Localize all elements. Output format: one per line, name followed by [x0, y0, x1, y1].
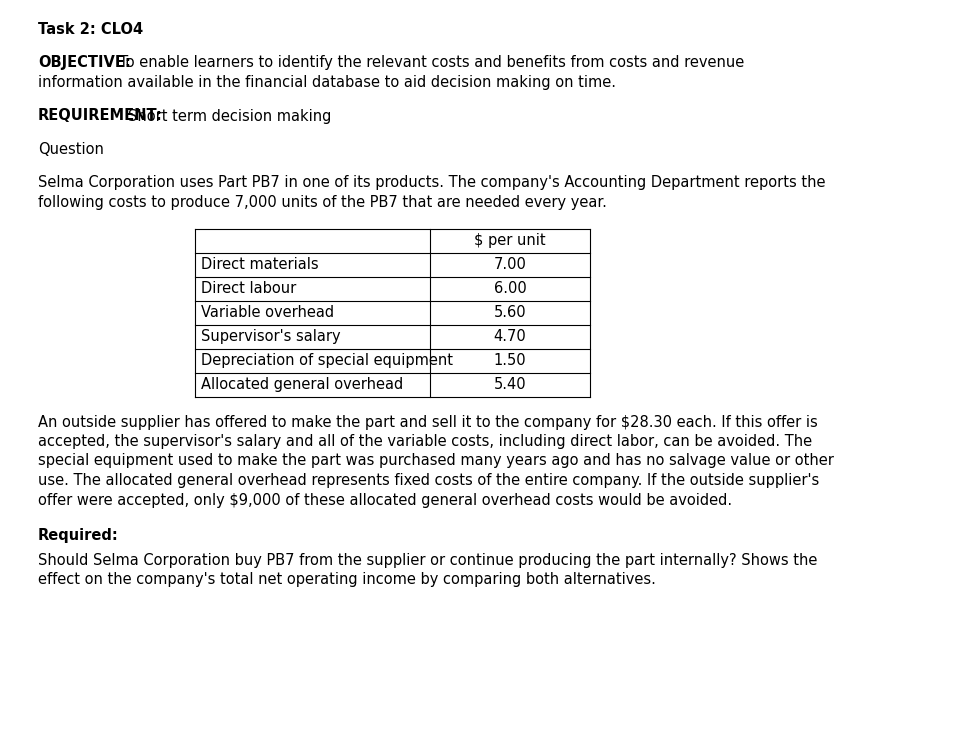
Text: 5.40: 5.40 — [494, 377, 526, 392]
Text: use. The allocated general overhead represents fixed costs of the entire company: use. The allocated general overhead repr… — [38, 473, 819, 488]
Text: Supervisor's salary: Supervisor's salary — [201, 329, 341, 344]
Text: To enable learners to identify the relevant costs and benefits from costs and re: To enable learners to identify the relev… — [110, 56, 744, 70]
Text: Direct materials: Direct materials — [201, 257, 319, 272]
Text: $ per unit: $ per unit — [474, 233, 546, 248]
Text: Task 2: CLO4: Task 2: CLO4 — [38, 22, 143, 37]
Text: 1.50: 1.50 — [494, 353, 526, 368]
Text: Depreciation of special equipment: Depreciation of special equipment — [201, 353, 453, 368]
Text: Direct labour: Direct labour — [201, 281, 297, 296]
Text: Variable overhead: Variable overhead — [201, 305, 334, 320]
Text: effect on the company's total net operating income by comparing both alternative: effect on the company's total net operat… — [38, 572, 656, 587]
Text: An outside supplier has offered to make the part and sell it to the company for : An outside supplier has offered to make … — [38, 414, 818, 430]
Text: Selma Corporation uses Part PB7 in one of its products. The company's Accounting: Selma Corporation uses Part PB7 in one o… — [38, 175, 826, 190]
Text: Short term decision making: Short term decision making — [128, 109, 331, 124]
Text: 4.70: 4.70 — [494, 329, 526, 344]
Text: 5.60: 5.60 — [494, 305, 526, 320]
Text: information available in the financial database to aid decision making on time.: information available in the financial d… — [38, 75, 616, 90]
Text: accepted, the supervisor's salary and all of the variable costs, including direc: accepted, the supervisor's salary and al… — [38, 434, 812, 449]
Text: Required:: Required: — [38, 528, 119, 543]
Text: offer were accepted, only $9,000 of these allocated general overhead costs would: offer were accepted, only $9,000 of thes… — [38, 492, 732, 507]
Text: Question: Question — [38, 142, 104, 157]
Text: special equipment used to make the part was purchased many years ago and has no : special equipment used to make the part … — [38, 454, 834, 469]
Text: OBJECTIVE:: OBJECTIVE: — [38, 56, 130, 70]
Text: Allocated general overhead: Allocated general overhead — [201, 377, 403, 392]
Text: following costs to produce 7,000 units of the PB7 that are needed every year.: following costs to produce 7,000 units o… — [38, 195, 607, 210]
Text: 6.00: 6.00 — [494, 281, 526, 296]
Text: 7.00: 7.00 — [494, 257, 526, 272]
Text: REQUIREMENT:: REQUIREMENT: — [38, 109, 162, 124]
Text: Should Selma Corporation buy PB7 from the supplier or continue producing the par: Should Selma Corporation buy PB7 from th… — [38, 553, 817, 568]
